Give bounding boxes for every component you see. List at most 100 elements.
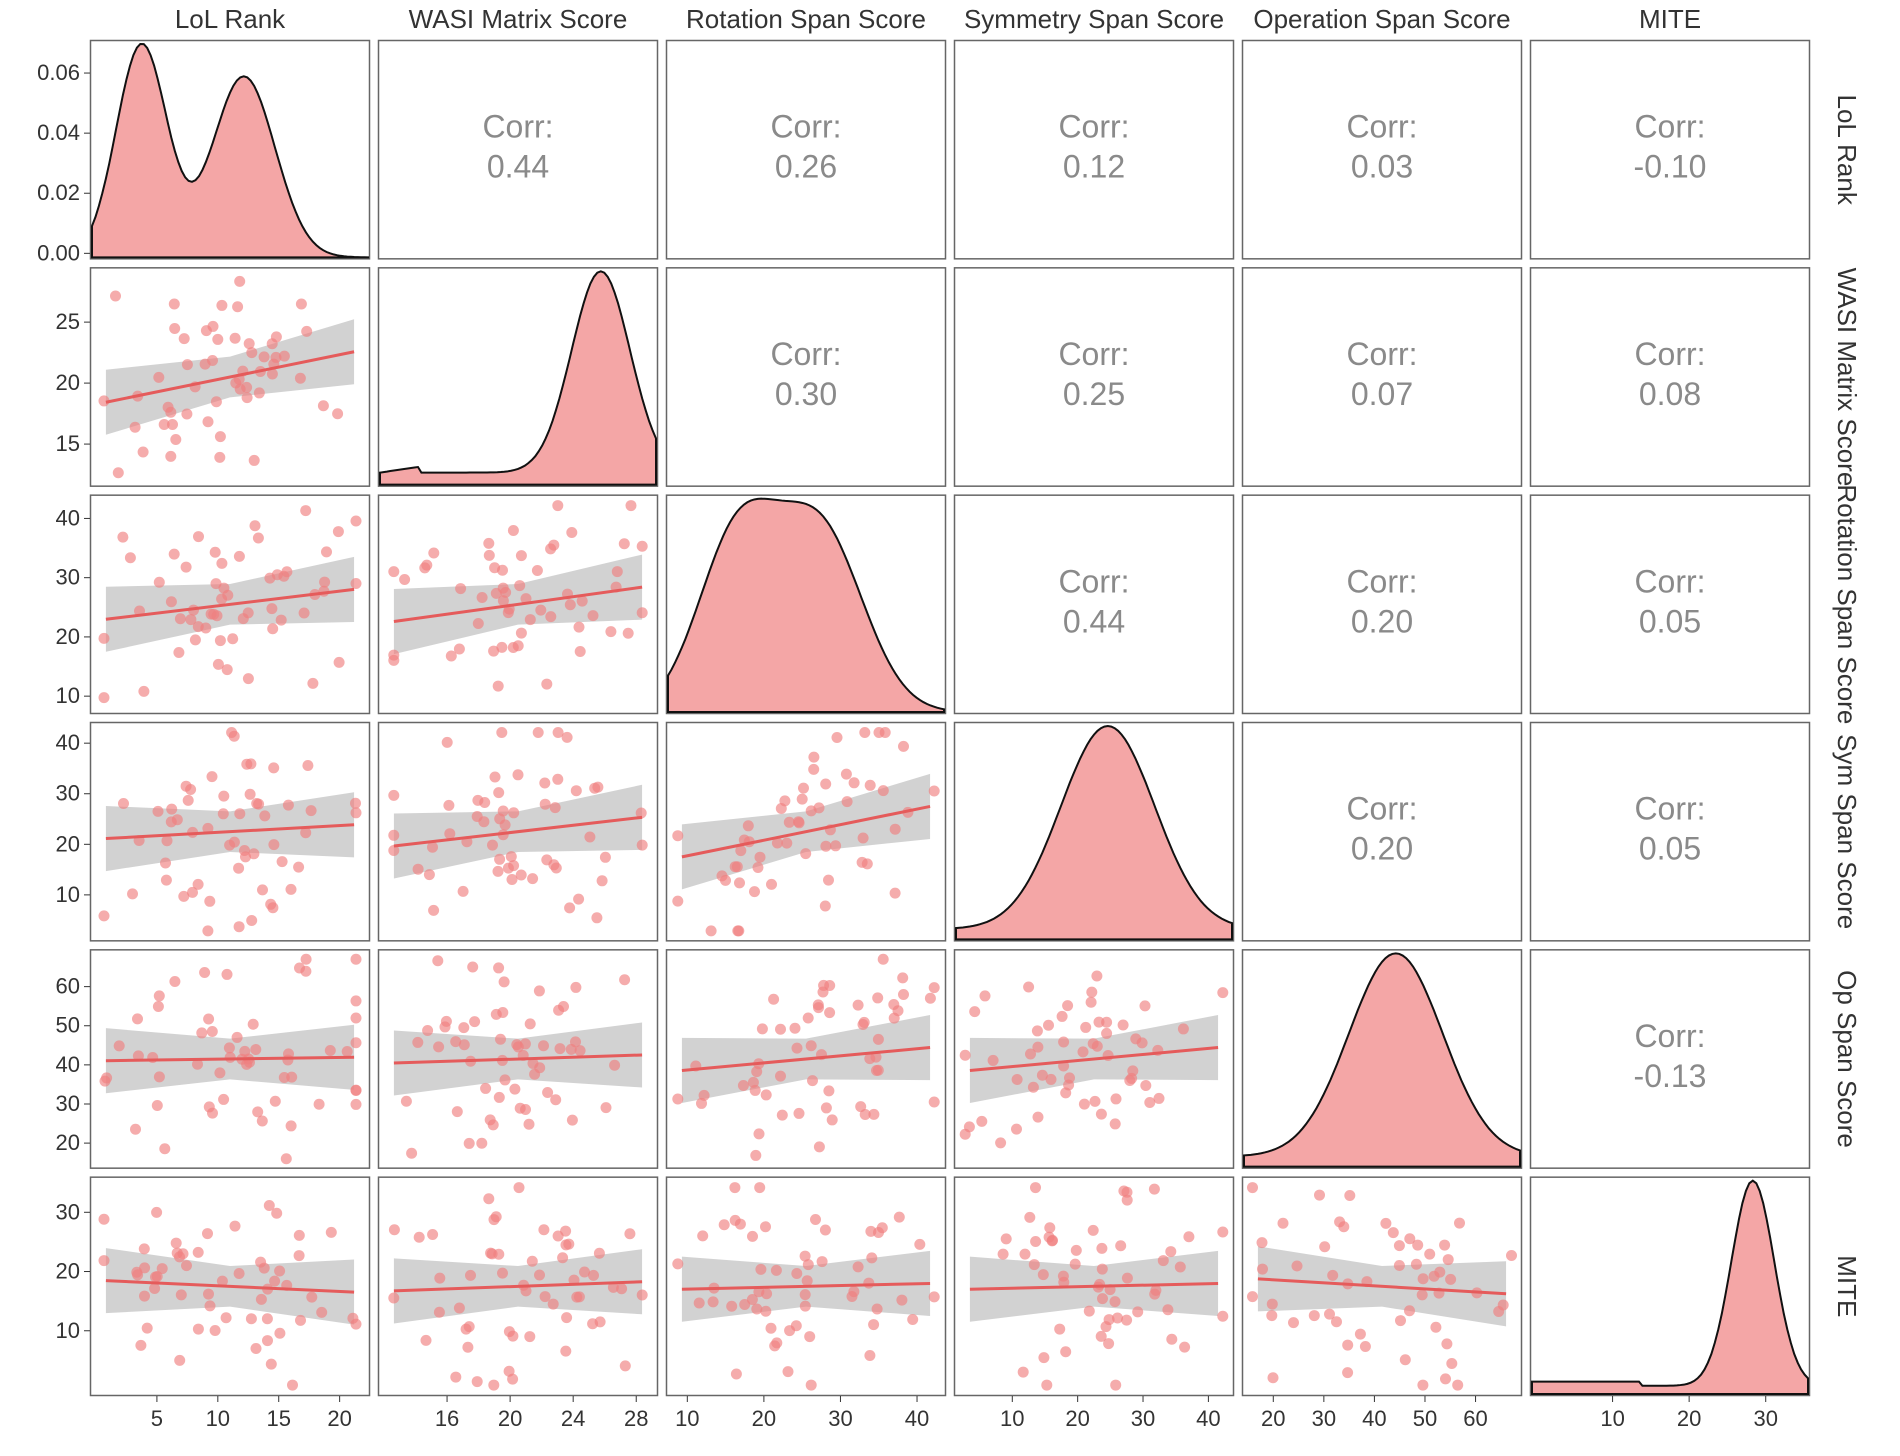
scatter-point xyxy=(230,1221,241,1232)
scatter-point xyxy=(334,657,345,668)
scatter-point xyxy=(527,1256,538,1267)
corr-label: Corr: xyxy=(1634,563,1705,599)
scatter-point xyxy=(1060,1346,1071,1357)
scatter-point xyxy=(1088,1225,1099,1236)
corr-label: Corr: xyxy=(1634,791,1705,827)
scatter-point xyxy=(286,884,297,895)
scatter-point xyxy=(301,954,312,965)
scatter-point xyxy=(259,810,270,821)
density-area xyxy=(92,44,368,257)
scatter-point xyxy=(1395,1315,1406,1326)
scatter-point xyxy=(594,1248,605,1259)
scatter-point xyxy=(196,1027,207,1038)
corr-label: Corr: xyxy=(770,109,841,145)
scatter-point xyxy=(185,784,196,795)
scatter-point xyxy=(515,1103,526,1114)
scatter-point xyxy=(193,1324,204,1335)
density-area xyxy=(380,271,656,484)
scatter-point xyxy=(929,982,940,993)
scatter-point xyxy=(332,408,343,419)
scatter-point xyxy=(166,816,177,827)
scatter-point xyxy=(1257,1237,1268,1248)
density-area xyxy=(1532,1181,1808,1394)
scatter-point xyxy=(154,990,165,1001)
panel-r4-c3 xyxy=(955,950,1234,1168)
scatter-point xyxy=(1314,1190,1325,1201)
scatter-point xyxy=(960,1129,971,1140)
scatter-point xyxy=(213,659,224,670)
scatter-point xyxy=(295,1315,306,1326)
scatter-point xyxy=(488,1119,499,1130)
scatter-point xyxy=(221,1312,232,1323)
scatter-point xyxy=(495,1034,506,1045)
scatter-point xyxy=(248,1019,259,1030)
xtick-label: 30 xyxy=(828,1406,852,1431)
scatter-point xyxy=(1417,1289,1428,1300)
scatter-point xyxy=(1029,1259,1040,1270)
scatter-point xyxy=(286,1120,297,1131)
scatter-point xyxy=(637,607,648,618)
scatter-point xyxy=(708,1296,719,1307)
scatter-point xyxy=(207,1026,218,1037)
scatter-point xyxy=(181,409,192,420)
scatter-point xyxy=(165,451,176,462)
scatter-point xyxy=(259,351,270,362)
scatter-point xyxy=(218,791,229,802)
panel-r0-c1: Corr:0.44 xyxy=(379,41,658,259)
scatter-point xyxy=(166,596,177,607)
panel-r0-c2: Corr:0.26 xyxy=(667,41,946,259)
corr-label: Corr: xyxy=(1058,109,1129,145)
scatter-point xyxy=(441,1016,452,1027)
scatter-point xyxy=(775,1024,786,1035)
xtick-label: 30 xyxy=(1312,1406,1336,1431)
scatter-point xyxy=(351,1037,362,1048)
ytick-label: 20 xyxy=(56,624,80,649)
scatter-point xyxy=(808,752,819,763)
scatter-point xyxy=(203,416,214,427)
scatter-point xyxy=(548,540,559,551)
scatter-point xyxy=(1342,1340,1353,1351)
scatter-point xyxy=(325,1045,336,1056)
scatter-point xyxy=(181,562,192,573)
scatter-point xyxy=(199,967,210,978)
scatter-point xyxy=(412,1037,423,1048)
scatter-point xyxy=(202,1228,213,1239)
scatter-point xyxy=(969,1006,980,1017)
scatter-point xyxy=(1054,1324,1065,1335)
scatter-point xyxy=(135,1340,146,1351)
scatter-point xyxy=(1394,1260,1405,1271)
corr-value: 0.30 xyxy=(775,376,837,412)
scatter-point xyxy=(294,1230,305,1241)
scatter-point xyxy=(234,1268,245,1279)
scatter-point xyxy=(238,613,249,624)
scatter-point xyxy=(550,802,561,813)
scatter-point xyxy=(187,887,198,898)
panel-r1-c1 xyxy=(379,268,658,486)
panel-r0-c0 xyxy=(91,41,370,259)
scatter-point xyxy=(525,614,536,625)
scatter-point xyxy=(706,925,717,936)
scatter-point xyxy=(154,1071,165,1082)
ytick-label: 10 xyxy=(56,683,80,708)
scatter-point xyxy=(264,1200,275,1211)
scatter-point xyxy=(190,634,201,645)
scatter-point xyxy=(784,1325,795,1336)
scatter-point xyxy=(350,798,361,809)
scatter-point xyxy=(452,1106,463,1117)
scatter-point xyxy=(154,577,165,588)
scatter-point xyxy=(1122,1273,1133,1284)
corr-value: 0.08 xyxy=(1639,376,1701,412)
scatter-point xyxy=(130,422,141,433)
scatter-point xyxy=(619,538,630,549)
scatter-point xyxy=(898,989,909,1000)
scatter-point xyxy=(242,392,253,403)
scatter-point xyxy=(414,1232,425,1243)
scatter-point xyxy=(561,1239,572,1250)
scatter-point xyxy=(493,787,504,798)
scatter-point xyxy=(455,583,466,594)
xtick-label: 20 xyxy=(1065,1406,1089,1431)
scatter-point xyxy=(565,599,576,610)
scatter-point xyxy=(428,547,439,558)
scatter-point xyxy=(694,1297,705,1308)
ytick-label: 0.02 xyxy=(37,180,80,205)
